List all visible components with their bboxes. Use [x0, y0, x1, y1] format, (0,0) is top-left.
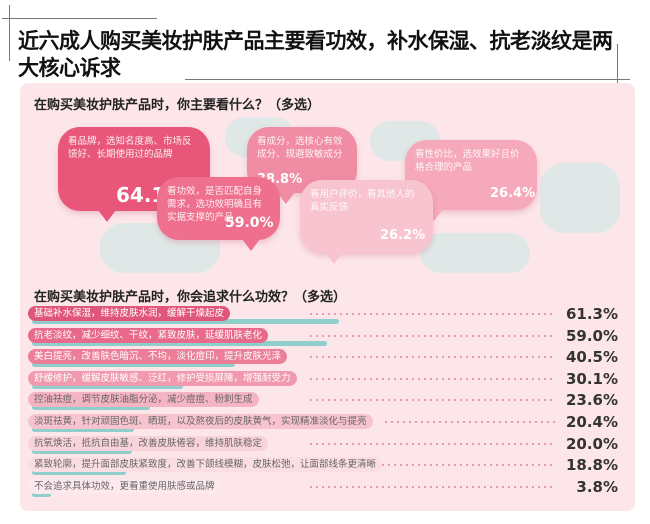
bar-row: 抗老淡纹，减少细纹、干纹，紧致皮肤，延缓肌肤老化 59.0% [28, 327, 618, 348]
question-1: 在购买美妆护肤产品时，你主要看什么？（多选） [34, 98, 321, 113]
bar-row: 控油祛痘，调节皮肤油脂分泌，减少痘痘、粉刺生成 23.6% [28, 391, 618, 412]
bar-value-label: 40.5% [565, 348, 618, 367]
dotted-leader [308, 313, 556, 315]
dotted-leader [308, 442, 556, 445]
bar-value-label: 59.0% [565, 326, 618, 345]
bar [32, 427, 134, 432]
callout-bubble: 看功效，是否匹配自身需求，选功效明确且有实据支撑的产品 59.0% [157, 177, 280, 251]
bar-value-label: 23.6% [565, 391, 618, 410]
bar-label: 淡斑祛黄，针对顽固色斑、晒斑，以及熬夜后的皮肤黄气，实现精准淡化与提亮 [28, 414, 373, 429]
bar-value-label: 61.3% [565, 305, 618, 323]
bar-row: 紧致轮廓，提升面部皮肤紧致度，改善下颌线模糊，皮肤松弛，让面部线条更清晰 18.8… [28, 456, 618, 477]
bar-label: 美白提亮，改善肤色暗沉、不均，淡化痘印，提升皮肤光泽 [28, 349, 288, 365]
dotted-leader [308, 334, 556, 337]
bar-label: 抗氧焕活，抵抗自由基，改善皮肤倦容，维持肌肤稳定 [28, 435, 269, 451]
bar [32, 383, 183, 389]
dotted-leader [308, 377, 556, 380]
bar [32, 448, 132, 454]
bg-bubble [420, 233, 530, 273]
dotted-leader [383, 421, 556, 423]
bar-row: 抗氧焕活，抵抗自由基，改善皮肤倦容，维持肌肤稳定 20.0% [28, 435, 618, 456]
dotted-leader [308, 356, 556, 359]
callout-bubble: 看用户评价，看其他人的真实反馈 26.2% [300, 180, 433, 264]
bubble-label: 看品牌，选知名度高、市场反馈好、长期使用过的品牌 [68, 136, 192, 160]
bubble-tail [325, 252, 343, 264]
bar-value-label: 20.4% [565, 413, 618, 431]
bar [32, 340, 327, 346]
bar-row: 淡斑祛黄，针对顽固色斑、晒斑，以及熬夜后的皮肤黄气，实现精准淡化与提亮 20.4% [28, 413, 618, 434]
bubble-tail [277, 192, 295, 204]
bubble-label: 看性价比，选效果好且价格合理的产品 [415, 149, 520, 173]
decor-line [9, 5, 10, 61]
bar-row: 基础补水保湿，维持皮肤水润，缓解干燥起皮 61.3% [28, 305, 618, 326]
bar-value-label: 18.8% [565, 456, 618, 475]
bubble-label: 看功效，是否匹配自身需求，选功效明确且有实据支撑的产品 [167, 186, 263, 223]
bubble-label: 看成分，选核心有效成分、规避致敏成分 [257, 136, 343, 160]
bar-value-label: 20.0% [565, 434, 618, 453]
bubble-tail [242, 239, 260, 251]
bubble-value: 26.2% [380, 228, 426, 243]
bubble-value: 26.4% [490, 186, 536, 201]
bubble-tail [98, 210, 116, 222]
bar [32, 405, 150, 411]
bar-value-label: 3.8% [576, 477, 618, 496]
bar-label: 紧致轮廓，提升面部皮肤紧致度，改善下颌线模糊，皮肤松弛，让面部线条更清晰 [28, 457, 383, 473]
bg-bubble [540, 163, 620, 233]
bar-label: 抗老淡纹，减少细纹、干纹，紧致皮肤，延缓肌肤老化 [28, 327, 269, 343]
decor-line [185, 79, 630, 80]
bar-label: 舒缓修护，缓解皮肤敏感、泛红，修护受损屏障，增强耐受力 [28, 370, 297, 386]
chart-card: 在购买美妆护肤产品时，你主要看什么？（多选） 看品牌，选知名度高、市场反馈好、长… [20, 83, 635, 511]
dotted-leader [308, 485, 556, 488]
bar-label: 基础补水保湿，维持皮肤水润，缓解干燥起皮 [28, 306, 231, 321]
bar-label: 不会追求具体功效，更看重使用肤感或品牌 [28, 478, 221, 494]
callout-bubble: 看性价比，选效果好且价格合理的产品 26.4% [405, 140, 537, 221]
bar [32, 319, 339, 324]
question-2: 在购买美妆护肤产品时，你会追求什么功效？（多选） [34, 290, 347, 305]
bar [32, 362, 235, 368]
page-title: 近六成人购买美妆护肤产品主要看功效，补水保湿、抗老淡纹是两大核心诉求 [18, 29, 613, 80]
bar-row: 舒缓修护，缓解皮肤敏感、泛红，修护受损屏障，增强耐受力 30.1% [28, 370, 618, 391]
bubble-label: 看用户评价，看其他人的真实反馈 [310, 189, 415, 213]
dotted-leader [368, 464, 556, 467]
bar-label: 控油祛痘，调节皮肤油脂分泌，减少痘痘、粉刺生成 [28, 392, 259, 408]
decor-line [617, 44, 618, 120]
decor-line [2, 18, 157, 19]
bubble-value: 59.0% [225, 215, 274, 231]
bar [32, 491, 51, 497]
bar-row: 不会追求具体功效，更看重使用肤感或品牌 3.8% [28, 478, 618, 499]
dotted-leader [308, 399, 556, 402]
bar [32, 470, 126, 476]
bar-value-label: 30.1% [565, 369, 618, 388]
bar-row: 美白提亮，改善肤色暗沉、不均，淡化痘印，提升皮肤光泽 40.5% [28, 348, 618, 369]
